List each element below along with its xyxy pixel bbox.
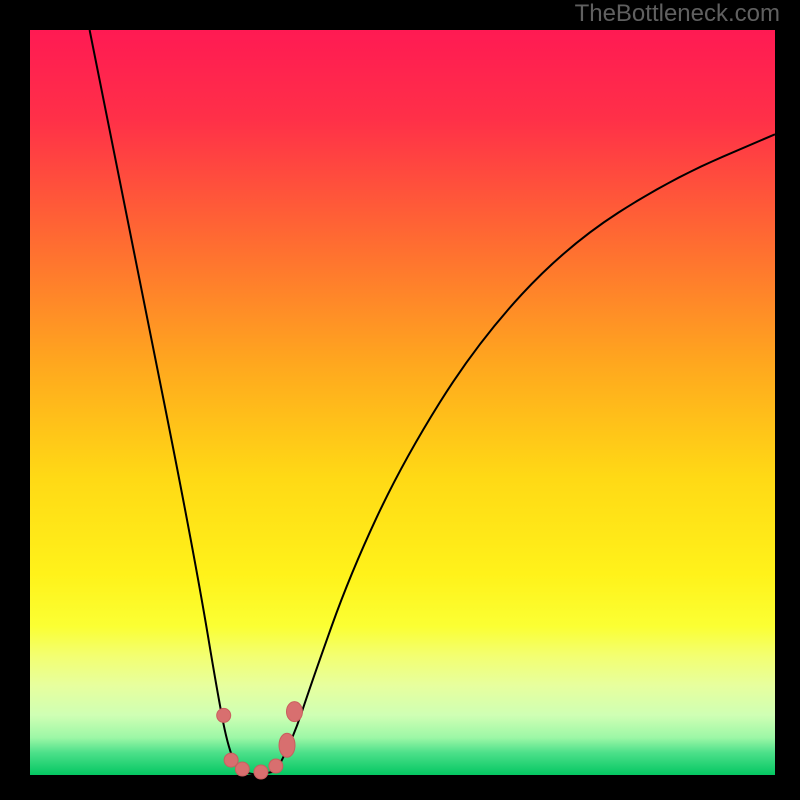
curve-marker (269, 759, 283, 773)
watermark-text: TheBottleneck.com (575, 0, 780, 28)
marker-group (217, 702, 303, 779)
curve-marker (279, 733, 295, 757)
curve-marker (286, 702, 302, 722)
curve-marker (254, 765, 268, 779)
curve-marker (217, 708, 231, 722)
bottleneck-curve-layer (0, 0, 800, 800)
curve-marker (235, 762, 249, 776)
bottleneck-curve (90, 30, 775, 775)
